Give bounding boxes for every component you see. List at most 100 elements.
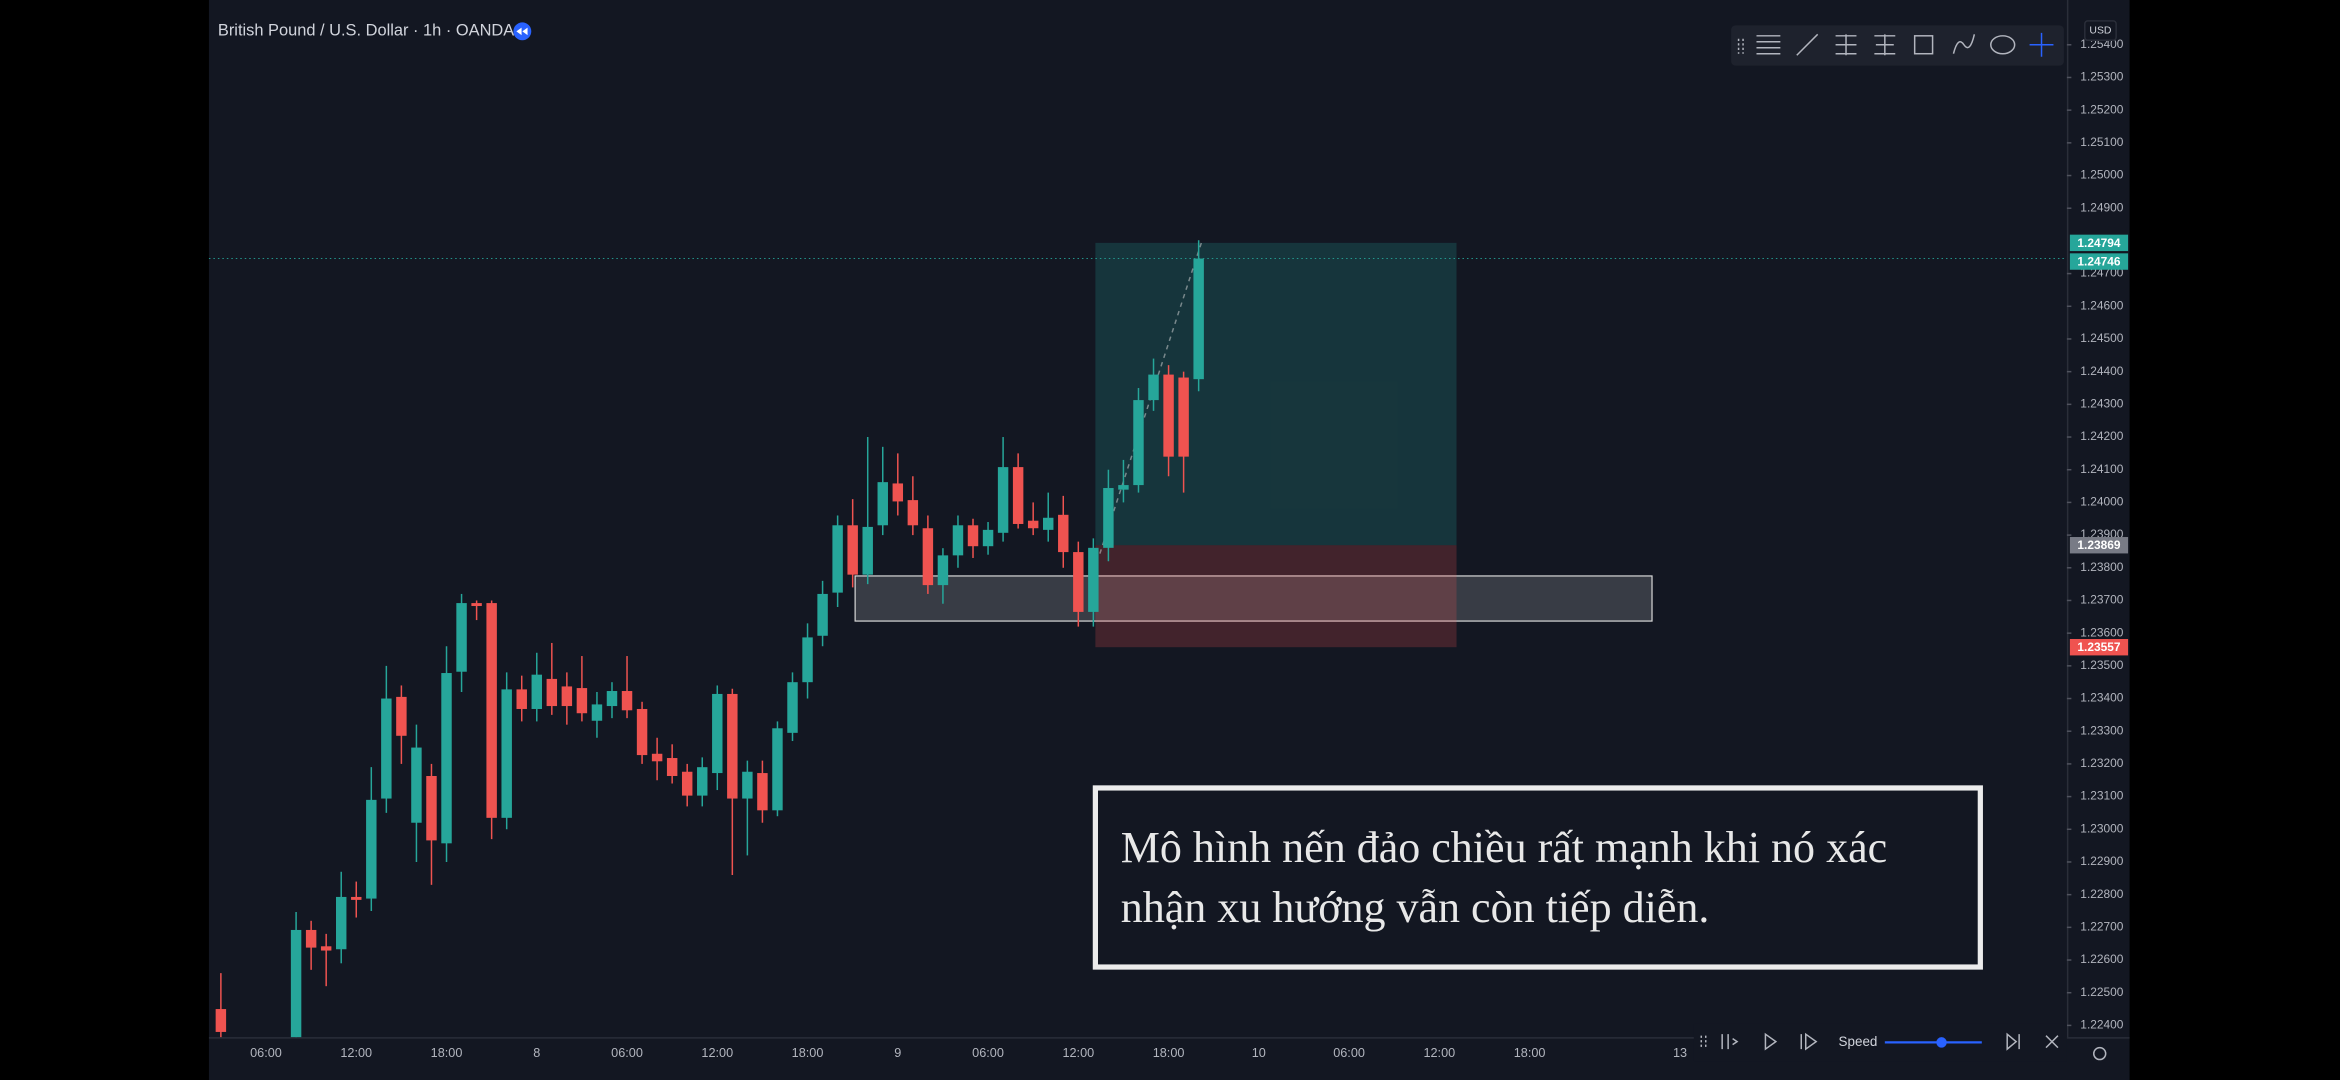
price-badge <box>2069 234 2129 252</box>
x-tick-label: 10 <box>1252 1046 1266 1060</box>
x-tick-label: 06:00 <box>250 1046 282 1060</box>
candle-body <box>666 758 678 776</box>
candle-body <box>1118 485 1129 490</box>
price-badge-label: 1.24746 <box>2077 254 2120 268</box>
price-badge-label: 1.24794 <box>2077 236 2120 250</box>
y-tick-label: 1.24400 <box>2080 364 2123 378</box>
y-tick-label: 1.25000 <box>2080 168 2123 182</box>
currency-box[interactable] <box>2084 20 2117 42</box>
candle-body <box>712 693 723 774</box>
y-tick-label: 1.23800 <box>2080 560 2123 574</box>
drawing-toolbar <box>1731 25 2064 66</box>
annotation: Mô hình nến đảo chiều rất mạnh khi nó xá… <box>1092 785 1983 970</box>
y-tick-label: 1.22400 <box>2080 1018 2123 1032</box>
tool-fib[interactable] <box>1835 34 1857 56</box>
tool-crosshair[interactable] <box>2029 32 2054 57</box>
candle-body <box>396 696 407 736</box>
y-tick-label: 1.24000 <box>2080 495 2123 509</box>
step-button[interactable] <box>1800 1032 1818 1051</box>
tool-ellipse[interactable] <box>1990 35 2016 55</box>
jump-button[interactable] <box>2006 1032 2020 1051</box>
candle-body <box>1163 374 1174 457</box>
candle-body <box>1073 552 1084 612</box>
x-tick-label: 12:00 <box>1062 1046 1094 1060</box>
tool-trend[interactable] <box>1796 33 1819 56</box>
speed-label: Speed <box>1839 1034 1878 1049</box>
candle-body <box>832 525 843 593</box>
candle-body <box>411 747 422 823</box>
candle-body <box>1088 547 1099 612</box>
candle-body <box>305 929 317 948</box>
candle-body <box>1012 467 1024 524</box>
tool-lines[interactable] <box>1756 35 1781 55</box>
x-tick-label: 06:00 <box>972 1046 1004 1060</box>
candle-body <box>817 593 828 636</box>
candle-body <box>982 529 994 547</box>
candle-body <box>531 674 542 709</box>
y-tick-label: 1.23700 <box>2080 593 2123 607</box>
candle-body <box>335 896 347 950</box>
x-tick-label: 18:00 <box>431 1046 463 1060</box>
y-tick-label: 1.23100 <box>2080 789 2123 803</box>
candle-body <box>742 771 753 799</box>
y-tick-label: 1.24300 <box>2080 396 2123 410</box>
y-tick-label: 1.23000 <box>2080 821 2123 835</box>
candle-body <box>606 691 618 707</box>
price-badge <box>2069 253 2129 270</box>
replay-icon <box>516 27 528 36</box>
y-tick-label: 1.23500 <box>2080 658 2123 672</box>
candle-body <box>787 682 798 733</box>
candle-body <box>215 1009 227 1032</box>
annotation-box <box>1092 785 1983 970</box>
candle-body <box>681 771 693 796</box>
chart-title: British Pound / U.S. Dollar · 1h · OANDA <box>218 22 514 40</box>
price-badge-label: 1.23869 <box>2077 538 2120 552</box>
speed-knob[interactable] <box>1936 1037 1947 1048</box>
y-tick-label: 1.24900 <box>2080 200 2123 214</box>
x-tick-label: 18:00 <box>1153 1046 1185 1060</box>
candle-body <box>366 799 377 899</box>
y-tick-label: 1.23600 <box>2080 625 2123 639</box>
replay-bg <box>1693 1023 2067 1062</box>
currency-label: USD <box>2089 25 2111 36</box>
x-tick-label: 06:00 <box>611 1046 643 1060</box>
candle-body <box>1103 488 1114 548</box>
candle-body <box>381 698 392 799</box>
x-tick-label: 9 <box>894 1046 901 1060</box>
price-badge <box>2069 639 2129 656</box>
replay-bar: Speed <box>1693 1023 2107 1062</box>
close-button[interactable] <box>2045 1035 2059 1049</box>
candle-body <box>1133 400 1144 486</box>
candle-body <box>892 483 904 502</box>
y-tick-label: 1.22700 <box>2080 919 2123 933</box>
candle-body <box>351 896 362 900</box>
candle-body <box>576 688 588 714</box>
y-tick-label: 1.22500 <box>2080 985 2123 999</box>
replay-select[interactable] <box>1721 1034 1739 1050</box>
tool-brush[interactable] <box>1952 34 1976 54</box>
x-tick-label: 13 <box>1673 1046 1687 1060</box>
tool-rect[interactable] <box>1913 35 1934 55</box>
x-tick-label: 12:00 <box>340 1046 372 1060</box>
tool-pitchfork[interactable] <box>1874 34 1896 56</box>
candle-body <box>937 555 949 586</box>
candle-body <box>471 603 482 607</box>
candle-body <box>1193 258 1204 380</box>
candle-body <box>727 693 738 799</box>
y-tick-label: 1.24100 <box>2080 462 2123 476</box>
x-tick-label: 06:00 <box>1333 1046 1365 1060</box>
y-tick-label: 1.24500 <box>2080 331 2123 345</box>
candle-body <box>441 673 452 844</box>
x-tick-label: 18:00 <box>792 1046 824 1060</box>
candle-body <box>561 686 573 707</box>
settings-button[interactable] <box>2093 1046 2107 1061</box>
drag-handle[interactable] <box>1700 1035 1707 1048</box>
x-tick-label: 18:00 <box>1514 1046 1546 1060</box>
y-tick-label: 1.23200 <box>2080 756 2123 770</box>
candle-body <box>1027 520 1039 529</box>
candle-body <box>456 603 467 672</box>
toolbar-bg <box>1731 25 2064 66</box>
candle-body <box>621 691 633 711</box>
play-button[interactable] <box>1764 1032 1778 1051</box>
